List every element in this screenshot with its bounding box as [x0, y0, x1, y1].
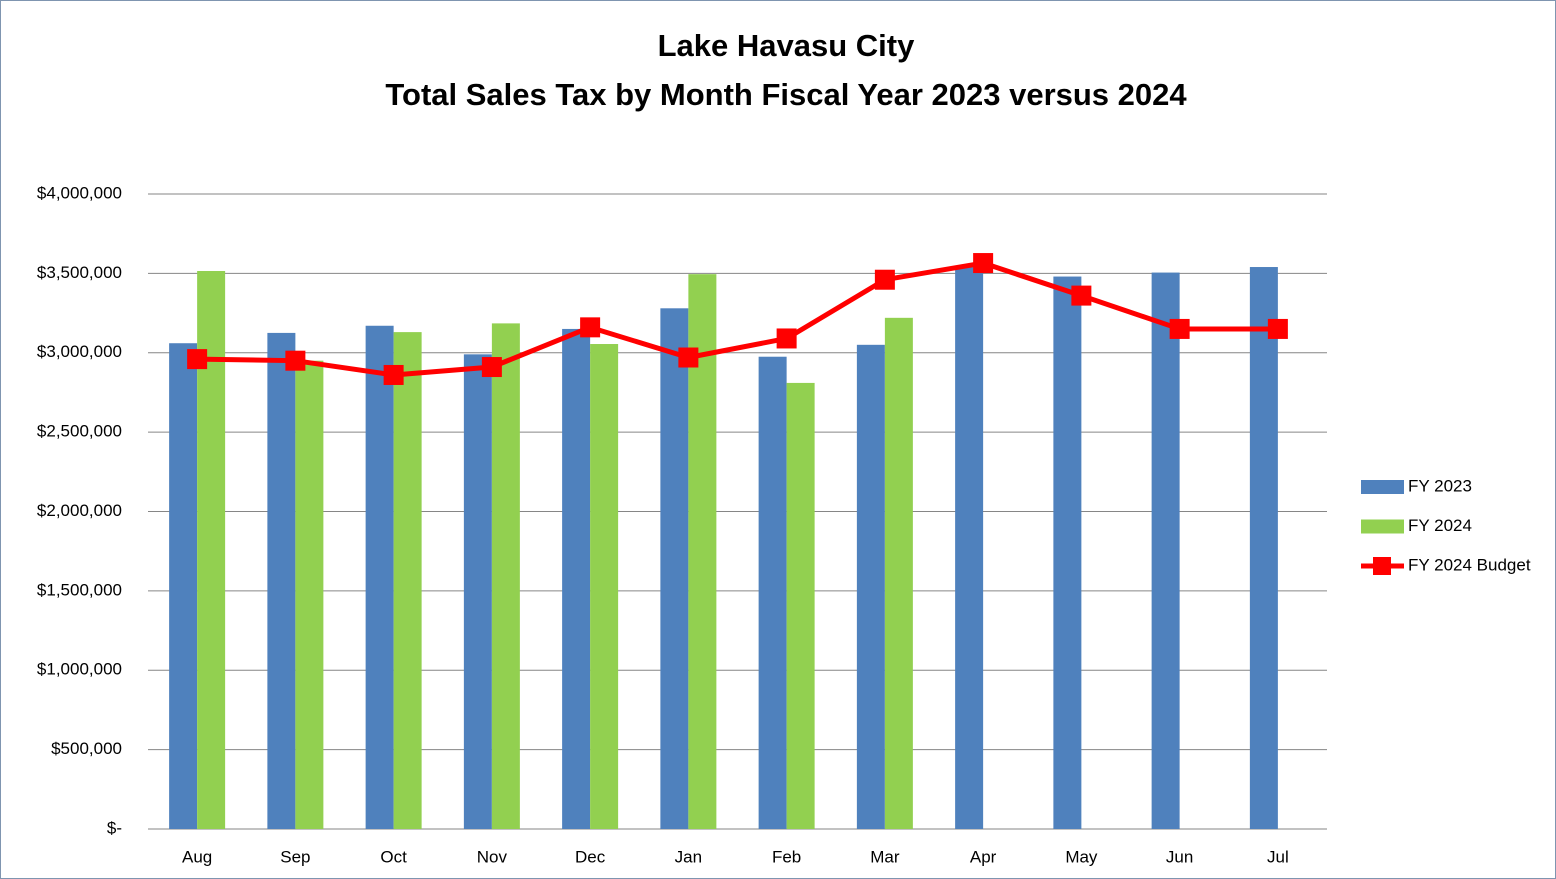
y-tick-label: $1,000,000 — [37, 660, 122, 679]
x-tick-label: Apr — [970, 847, 997, 866]
bar — [365, 325, 394, 829]
y-tick-label: $3,500,000 — [37, 263, 122, 282]
line-marker — [776, 328, 797, 349]
x-tick-label: Jul — [1267, 847, 1289, 866]
bar — [884, 317, 913, 829]
bar — [562, 328, 591, 829]
line-marker — [874, 269, 895, 290]
bar — [590, 344, 619, 829]
line-marker — [481, 357, 502, 378]
bar — [758, 356, 787, 829]
x-tick-label: Jan — [675, 847, 702, 866]
legend-swatch — [1361, 480, 1404, 494]
legend-label: FY 2024 Budget — [1408, 555, 1531, 574]
x-tick-label: Oct — [380, 847, 407, 866]
y-tick-label: $- — [107, 818, 122, 837]
chart-title: Lake Havasu City — [658, 28, 915, 63]
bar — [856, 344, 885, 829]
bar — [267, 332, 296, 829]
bar — [169, 343, 198, 829]
y-tick-label: $2,000,000 — [37, 501, 122, 520]
legend-label: FY 2024 — [1408, 516, 1472, 535]
legend-label: FY 2023 — [1408, 476, 1472, 495]
x-tick-label: Aug — [182, 847, 212, 866]
x-tick-label: Dec — [575, 847, 606, 866]
bar — [1053, 276, 1082, 829]
bar — [955, 267, 984, 829]
chart-subtitle: Total Sales Tax by Month Fiscal Year 202… — [385, 77, 1187, 112]
bar — [491, 323, 520, 829]
x-tick-label: Mar — [870, 847, 900, 866]
line-marker — [383, 364, 404, 385]
x-tick-label: Sep — [280, 847, 310, 866]
bar — [393, 332, 422, 829]
y-tick-label: $2,500,000 — [37, 422, 122, 441]
bar — [786, 382, 815, 829]
bar — [660, 308, 689, 829]
legend-swatch — [1361, 519, 1404, 534]
line-marker — [678, 347, 699, 368]
line-marker — [187, 349, 208, 370]
y-tick-label: $1,500,000 — [37, 580, 122, 599]
x-tick-label: Nov — [477, 847, 508, 866]
y-tick-label: $500,000 — [51, 739, 122, 758]
x-tick-label: May — [1065, 847, 1098, 866]
y-tick-label: $3,000,000 — [37, 342, 122, 361]
line-marker — [285, 350, 306, 371]
bar — [1151, 272, 1180, 829]
legend-swatch — [1373, 557, 1391, 575]
x-tick-label: Feb — [772, 847, 801, 866]
bar — [1249, 267, 1278, 829]
y-tick-label: $4,000,000 — [37, 183, 122, 202]
x-tick-label: Jun — [1166, 847, 1193, 866]
line — [197, 260, 1278, 378]
line-marker — [973, 253, 994, 274]
bar — [295, 360, 324, 829]
line-marker — [580, 317, 601, 338]
line-marker — [1071, 285, 1092, 306]
bar — [463, 354, 492, 829]
line-marker — [1169, 318, 1190, 339]
line-marker — [1267, 318, 1288, 339]
